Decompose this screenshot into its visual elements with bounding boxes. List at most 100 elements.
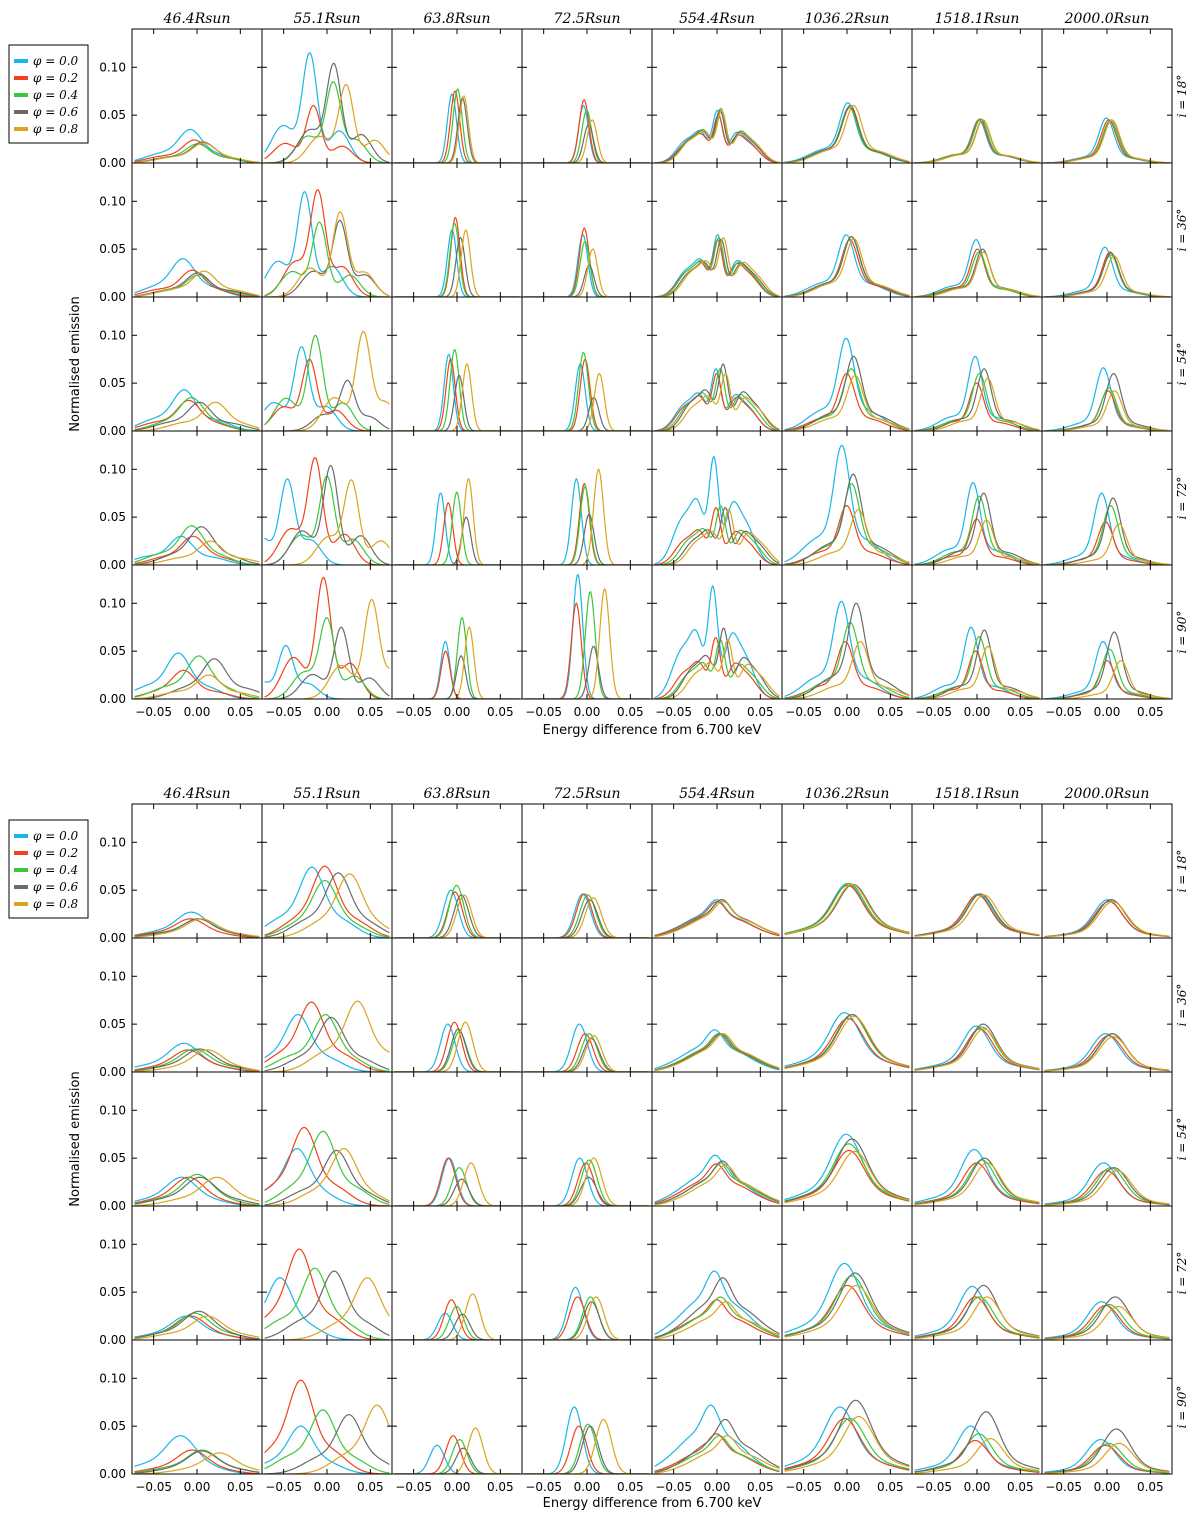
x-axis-label: Energy difference from 6.700 keV	[543, 1496, 762, 1511]
subplot-frame	[911, 1339, 1043, 1475]
row-label: i = 72°	[1175, 1252, 1189, 1295]
subplot-frame	[391, 1071, 523, 1207]
series-lines	[654, 899, 780, 938]
series-line	[654, 1033, 780, 1072]
series-line	[394, 516, 520, 565]
series-line	[264, 1267, 390, 1340]
subplot	[521, 1205, 653, 1341]
series-line	[914, 368, 1040, 431]
x-tick-label: 0.00	[834, 705, 861, 719]
y-tick-label: 0.10	[99, 969, 126, 983]
x-tick-label: −0.05	[265, 705, 302, 719]
series-line	[1044, 367, 1170, 431]
series-line	[1044, 1167, 1170, 1206]
series-line	[134, 1450, 260, 1474]
series-line	[1044, 246, 1170, 297]
series-line	[784, 1262, 910, 1336]
series-lines	[1044, 1428, 1170, 1474]
subplot	[911, 937, 1043, 1073]
series-line	[524, 1301, 650, 1340]
subplot-frame	[911, 162, 1043, 298]
legend-label: φ = 0.4	[33, 863, 78, 877]
series-lines	[1044, 1033, 1170, 1072]
y-tick-label: 0.00	[99, 558, 126, 572]
series-line	[914, 1433, 1040, 1473]
series-lines	[1044, 117, 1170, 163]
series-line	[264, 1414, 390, 1474]
legend-item: φ = 0.2	[14, 846, 78, 860]
series-line	[264, 1409, 390, 1474]
series-lines	[1044, 631, 1170, 699]
series-lines	[914, 1411, 1040, 1474]
x-tick-label: 0.05	[1007, 705, 1034, 719]
series-line	[524, 485, 650, 565]
x-tick-label: 0.05	[617, 1480, 644, 1494]
series-line	[134, 1176, 260, 1206]
panel-bottom: 46.4Rsun 55.1Rsun 63.8Rsun 72.5Rsun 554.4Rsu…	[8, 786, 1189, 1511]
subplot-frame	[651, 28, 783, 164]
y-tick-label: 0.10	[99, 328, 126, 342]
series-line	[264, 189, 390, 297]
series-lines	[524, 573, 650, 699]
x-tick-label: 0.05	[877, 705, 904, 719]
subplot	[651, 803, 783, 939]
subplot-frame	[781, 937, 913, 1073]
x-tick-label: 0.05	[487, 1480, 514, 1494]
series-line	[914, 251, 1040, 297]
series-lines	[784, 234, 910, 297]
subplot-frame	[131, 803, 263, 939]
series-line	[1044, 1305, 1170, 1340]
series-line	[524, 899, 650, 938]
subplot	[261, 1205, 393, 1341]
subplot-frame	[781, 430, 913, 566]
subplot: −0.05 0.00 0.05	[651, 564, 783, 719]
subplot-frame	[781, 28, 913, 164]
column-title: 2000.0Rsun	[1064, 11, 1150, 27]
subplot	[911, 1205, 1043, 1341]
series-line	[524, 104, 650, 163]
series-line	[394, 491, 520, 565]
series-line	[264, 478, 390, 565]
column-title: 554.4Rsun	[679, 786, 755, 802]
series-line	[654, 1270, 780, 1338]
series-line	[394, 1031, 520, 1072]
subplot-frame	[1041, 937, 1173, 1073]
series-line	[654, 236, 780, 297]
legend-label: φ = 0.8	[33, 897, 79, 911]
series-line	[524, 1296, 650, 1340]
subplot-frame	[781, 1071, 913, 1207]
x-tick-label: 0.00	[1094, 705, 1121, 719]
subplot: −0.05 0.00 0.05	[261, 1339, 393, 1494]
series-line	[264, 616, 390, 699]
series-line	[654, 455, 780, 565]
x-axis-label: Energy difference from 6.700 keV	[543, 723, 762, 738]
series-line	[264, 866, 390, 938]
series-line	[264, 334, 390, 431]
x-tick-label: 0.05	[227, 705, 254, 719]
legend-item: φ = 0.2	[14, 71, 78, 85]
subplot	[781, 430, 913, 566]
series-line	[784, 882, 910, 935]
series-line	[394, 1438, 520, 1474]
row-label: i = 90°	[1175, 1386, 1189, 1429]
series-lines	[134, 652, 260, 699]
series-line	[914, 894, 1040, 937]
subplot: −0.05 0.00 0.05	[521, 1339, 653, 1494]
series-line	[394, 616, 520, 699]
series-line	[784, 882, 910, 935]
subplot-frame	[781, 803, 913, 939]
legend-item: φ = 0.4	[14, 863, 78, 877]
series-line	[1044, 899, 1170, 938]
series-line	[394, 1427, 520, 1474]
series-lines	[654, 1154, 780, 1206]
row-label: i = 18°	[1175, 75, 1189, 118]
series-line	[264, 1000, 390, 1072]
series-line	[914, 482, 1040, 565]
series-line	[1044, 660, 1170, 699]
series-line	[654, 584, 780, 699]
subplot	[261, 937, 393, 1073]
series-line	[784, 640, 910, 699]
series-line	[654, 1433, 780, 1473]
subplot	[1041, 1071, 1173, 1207]
y-tick-label: 0.00	[99, 424, 126, 438]
